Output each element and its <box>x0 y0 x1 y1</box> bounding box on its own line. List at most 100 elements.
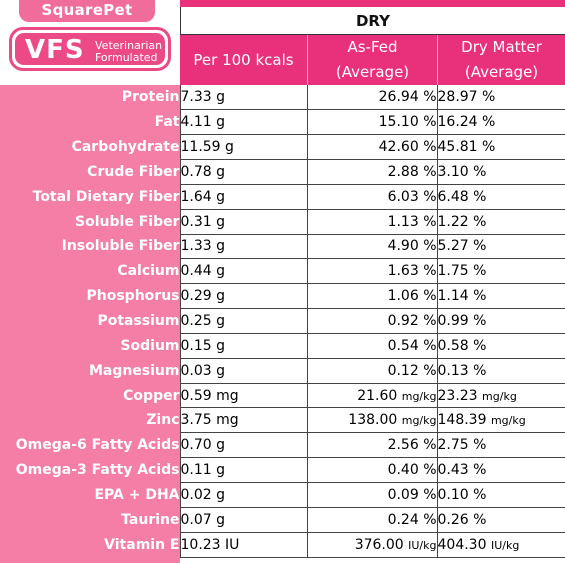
table-row: Fat 4.11 g 15.10 % 16.24 % <box>0 109 565 136</box>
drymatter-number: 148.39 <box>437 412 487 429</box>
drymatter-unit: % <box>473 511 487 528</box>
asfed-value: 42.60 % <box>306 134 437 161</box>
per100-value: 1.33 g <box>179 234 307 260</box>
asfed-number: 26.94 <box>378 89 419 106</box>
table-row: Taurine 0.07 g 0.24 % 0.26 % <box>0 507 565 533</box>
drymatter-number: 0.99 <box>437 313 469 330</box>
asfed-unit: % <box>423 462 437 479</box>
drymatter-value: 3.10 % <box>436 159 565 185</box>
asfed-number: 6.03 <box>387 188 419 205</box>
drymatter-value: 0.13 % <box>436 358 565 384</box>
nutrient-name: Soluble Fiber <box>75 213 180 230</box>
drymatter-value: 1.14 % <box>436 283 565 310</box>
nutrient-name: Zinc <box>146 412 180 429</box>
asfed-value: 0.92 % <box>306 308 437 334</box>
column-header-asfed: As-Fed (Average) <box>307 35 437 85</box>
nutrient-name: Fat <box>154 114 180 131</box>
drymatter-number: 0.58 <box>437 337 469 354</box>
table-row: Potassium 0.25 g 0.92 % 0.99 % <box>0 308 565 334</box>
asfed-number: 0.09 <box>387 486 419 503</box>
column-header-drymatter-line2: (Average) <box>464 63 539 81</box>
nutrient-name: Omega-6 Fatty Acids <box>15 437 180 454</box>
asfed-value: 2.88 % <box>306 159 437 185</box>
per100-value: 11.59 g <box>179 134 307 161</box>
group-header-dry: DRY <box>180 7 565 35</box>
asfed-unit: % <box>423 139 437 156</box>
asfed-unit: % <box>423 188 437 205</box>
nutrient-name: Crude Fiber <box>87 163 180 180</box>
asfed-unit: mg/kg <box>401 389 437 403</box>
asfed-unit: % <box>423 89 437 106</box>
drymatter-number: 16.24 <box>437 114 478 131</box>
drymatter-unit: % <box>473 313 487 330</box>
top-accent-bar <box>180 0 565 7</box>
drymatter-number: 45.81 <box>437 139 478 156</box>
drymatter-value: 0.43 % <box>436 457 565 483</box>
per100-value: 0.15 g <box>179 333 307 359</box>
drymatter-value: 0.58 % <box>436 333 565 359</box>
nutrition-table-body: Protein 7.33 g 26.94 % 28.97 % Fat 4.11 g 15.… <box>0 85 565 558</box>
asfed-value: 21.60 mg/kg <box>306 383 437 409</box>
asfed-number: 1.63 <box>387 263 419 280</box>
asfed-unit: % <box>423 337 437 354</box>
asfed-unit: % <box>423 114 437 131</box>
table-row: EPA + DHA 0.02 g 0.09 % 0.10 % <box>0 482 565 508</box>
table-row: Crude Fiber 0.78 g 2.88 % 3.10 % <box>0 159 565 185</box>
asfed-value: 15.10 % <box>306 109 437 136</box>
drymatter-number: 5.27 <box>437 238 469 255</box>
asfed-number: 0.92 <box>387 313 419 330</box>
asfed-number: 0.12 <box>387 362 419 379</box>
drymatter-value: 28.97 % <box>436 85 565 111</box>
asfed-value: 0.09 % <box>306 482 437 508</box>
asfed-unit: % <box>423 238 437 255</box>
table-row: Insoluble Fiber 1.33 g 4.90 % 5.27 % <box>0 234 565 260</box>
vfs-badge: VFS Veterinarian Formulated <box>9 27 171 71</box>
asfed-value: 2.56 % <box>306 432 437 459</box>
drymatter-value: 0.99 % <box>436 308 565 334</box>
table-row: Carbohydrate 11.59 g 42.60 % 45.81 % <box>0 134 565 161</box>
nutrient-name: Protein <box>121 89 180 106</box>
table-row: Vitamin E 10.23 IU 376.00 IU/kg 404.30 IU/k… <box>0 532 565 558</box>
drymatter-number: 1.22 <box>437 213 469 230</box>
drymatter-value: 2.75 % <box>436 432 565 459</box>
nutrient-name: Carbohydrate <box>71 139 180 156</box>
drymatter-value: 45.81 % <box>436 134 565 161</box>
drymatter-number: 1.75 <box>437 263 469 280</box>
asfed-value: 4.90 % <box>306 234 437 260</box>
drymatter-number: 3.10 <box>437 163 469 180</box>
table-row: Omega-6 Fatty Acids 0.70 g 2.56 % 2.75 % <box>0 432 565 459</box>
asfed-unit: % <box>423 511 437 528</box>
asfed-unit: % <box>423 213 437 230</box>
drymatter-unit: % <box>473 188 487 205</box>
table-row: Soluble Fiber 0.31 g 1.13 % 1.22 % <box>0 209 565 235</box>
brand-logo-area: SquarePet VFS Veterinarian Formulated <box>0 0 178 82</box>
drymatter-unit: % <box>473 163 487 180</box>
per100-value: 0.44 g <box>179 258 307 285</box>
asfed-unit: % <box>423 362 437 379</box>
drymatter-unit: mg/kg <box>490 414 526 428</box>
drymatter-unit: IU/kg <box>490 538 520 552</box>
table-row: Omega-3 Fatty Acids 0.11 g 0.40 % 0.43 % <box>0 457 565 483</box>
asfed-value: 6.03 % <box>306 184 437 210</box>
drymatter-unit: % <box>473 238 487 255</box>
drymatter-value: 16.24 % <box>436 109 565 136</box>
asfed-value: 138.00 mg/kg <box>306 407 437 434</box>
drymatter-value: 23.23 mg/kg <box>436 383 565 409</box>
asfed-value: 1.06 % <box>306 283 437 310</box>
drymatter-unit: % <box>473 213 487 230</box>
drymatter-unit: % <box>473 263 487 280</box>
per100-value: 0.29 g <box>179 283 307 310</box>
nutrient-name: Copper <box>123 387 180 404</box>
asfed-unit: % <box>423 263 437 280</box>
group-header-dry-label: DRY <box>355 11 391 30</box>
drymatter-value: 0.26 % <box>436 507 565 533</box>
per100-value: 1.64 g <box>179 184 307 210</box>
asfed-value: 0.12 % <box>306 358 437 384</box>
column-header-asfed-line2: (Average) <box>335 63 410 81</box>
asfed-number: 2.88 <box>387 163 419 180</box>
asfed-unit: % <box>423 163 437 180</box>
asfed-unit: % <box>423 486 437 503</box>
nutrient-label-column <box>0 85 180 563</box>
drymatter-number: 2.75 <box>437 437 469 454</box>
per100-value: 0.70 g <box>179 432 307 459</box>
